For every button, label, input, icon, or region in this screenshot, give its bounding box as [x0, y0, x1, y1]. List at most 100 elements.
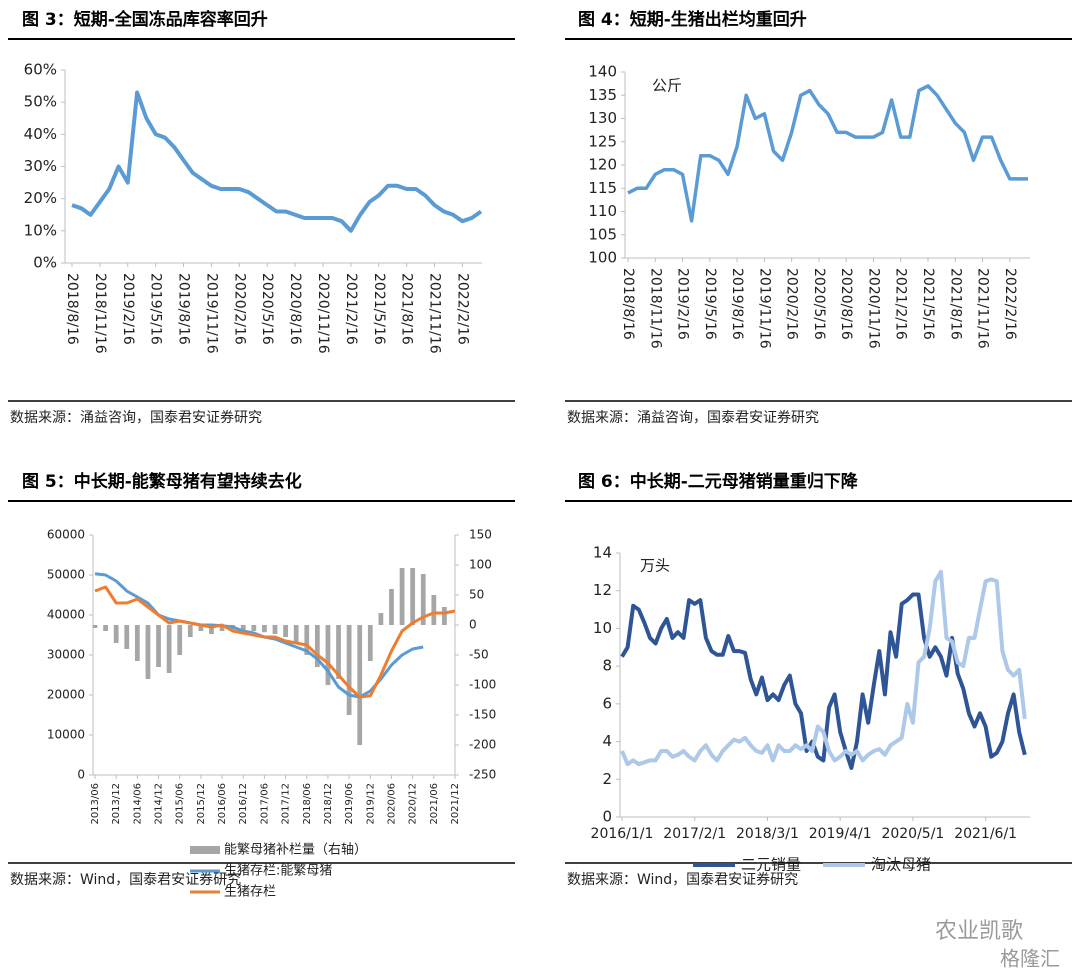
bar: [145, 625, 151, 679]
x-tick-label: 2019/2/16: [675, 268, 691, 340]
chart-title: 图 5：中长期-能繁母猪有望持续去化: [22, 471, 302, 492]
x-tick-label: 2015/06: [175, 783, 186, 825]
x-tick-label: 2022/2/16: [454, 273, 470, 345]
x-tick-label: 2018/11/16: [647, 268, 663, 349]
bar: [124, 625, 130, 649]
bar: [209, 625, 214, 634]
y-tick-label: -150: [469, 708, 496, 722]
y-tick-label: 130: [588, 109, 617, 127]
bar: [378, 613, 384, 625]
y-tick-label: 0%: [33, 254, 57, 272]
x-tick-label: 2020/8/16: [287, 273, 303, 345]
x-tick-label: 2018/3/1: [736, 826, 799, 842]
y-tick-label: 4: [602, 732, 612, 750]
x-tick-label: 2022/2/16: [1002, 268, 1018, 340]
x-tick-label: 2021/8/16: [399, 273, 415, 345]
bar: [325, 625, 331, 685]
chart-title: 图 4：短期-生猪出栏均重回升: [578, 9, 807, 30]
y-tick-label: 110: [588, 202, 617, 220]
bar: [346, 625, 352, 715]
x-tick-label: 2019/4/1: [809, 826, 872, 842]
x-tick-label: 2019/12: [365, 783, 376, 825]
y-tick-label: 10000: [47, 728, 85, 742]
y-tick-label: 20000: [47, 688, 85, 702]
bar: [283, 625, 288, 637]
chart-title: 图 6：中长期-二元母猪销量重归下降: [578, 471, 859, 492]
x-tick-label: 2020/5/1: [881, 826, 944, 842]
y-tick-label: 14: [593, 544, 612, 562]
y-tick-label: 100: [588, 249, 617, 267]
x-tick-label: 2020/06: [386, 783, 397, 825]
x-tick-label: 2015/12: [196, 783, 207, 825]
x-tick-label: 2021/12: [450, 783, 461, 825]
y-tick-label: 60%: [24, 61, 57, 79]
x-tick-label: 2016/12: [238, 783, 249, 825]
y-tick-label: 12: [593, 581, 612, 599]
source: 数据来源：涌益咨询，国泰君安证券研究: [567, 410, 819, 426]
x-tick-label: 2021/2/16: [893, 268, 909, 340]
x-tick-label: 2017/06: [259, 783, 270, 825]
y-tick-label: 40000: [47, 608, 85, 622]
x-tick-label: 2019/06: [344, 783, 355, 825]
y-tick-label: 10: [593, 619, 612, 637]
chart-title: 图 3：短期-全国冻品库容率回升: [22, 9, 268, 30]
x-tick-label: 2017/12: [281, 783, 292, 825]
x-tick-label: 2020/2/16: [784, 268, 800, 340]
y-tick-label: 2: [602, 770, 612, 788]
x-tick-label: 2019/8/16: [729, 268, 745, 340]
y-tick-label: 6: [602, 694, 612, 712]
bar: [251, 625, 257, 631]
bar: [113, 625, 119, 643]
bar: [262, 625, 267, 633]
bar: [219, 625, 225, 631]
legend-label: 二元销量: [741, 856, 801, 874]
y-tick-label: 150: [469, 528, 492, 542]
x-tick-label: 2020/8/16: [838, 268, 854, 340]
x-tick-label: 2019/2/16: [120, 273, 136, 345]
y-tick-label: 50000: [47, 568, 85, 582]
x-tick-label: 2014/12: [154, 783, 165, 825]
y-tick-label: 50: [469, 588, 484, 602]
bar: [134, 625, 140, 661]
line: [620, 592, 1027, 770]
bar: [314, 625, 320, 667]
x-tick-label: 2013/06: [90, 783, 101, 825]
x-tick-label: 2018/11/16: [92, 273, 108, 354]
bar: [367, 625, 373, 661]
y-tick-label: -50: [469, 648, 489, 662]
x-tick-label: 2020/5/16: [259, 273, 275, 345]
x-tick-label: 2021/6/1: [954, 826, 1017, 842]
bar: [304, 625, 310, 655]
x-tick-label: 2019/11/16: [756, 268, 772, 349]
source: 数据来源：Wind，国泰君安证券研究: [10, 872, 241, 888]
x-tick-label: 2019/8/16: [176, 273, 192, 345]
y-tick-label: -250: [469, 768, 496, 782]
bar: [198, 625, 204, 631]
bar: [156, 625, 161, 667]
x-tick-label: 2021/11/16: [427, 273, 443, 354]
bar: [293, 625, 299, 643]
y-tick-label: 100: [469, 558, 492, 572]
bar: [240, 625, 246, 631]
y-tick-label: 120: [588, 156, 617, 174]
bar: [272, 625, 278, 634]
bar: [187, 625, 193, 637]
line: [71, 90, 483, 233]
bar: [389, 589, 394, 625]
x-tick-label: 2021/06: [429, 783, 440, 825]
y-tick-label: 105: [588, 225, 617, 243]
bar: [92, 625, 98, 628]
legend-label: 淘汰母猪: [871, 856, 931, 874]
bar: [336, 625, 341, 679]
x-tick-label: 2018/06: [302, 783, 313, 825]
unit-label: 万头: [640, 557, 670, 575]
y-tick-label: 10%: [24, 221, 57, 239]
bar: [103, 625, 108, 631]
x-tick-label: 2018/12: [323, 783, 334, 825]
y-tick-label: 115: [588, 179, 617, 197]
y-tick-label: 40%: [24, 125, 57, 143]
y-tick-label: 0: [602, 808, 612, 826]
y-tick-label: 140: [588, 63, 617, 81]
y-tick-label: 30%: [24, 157, 57, 175]
